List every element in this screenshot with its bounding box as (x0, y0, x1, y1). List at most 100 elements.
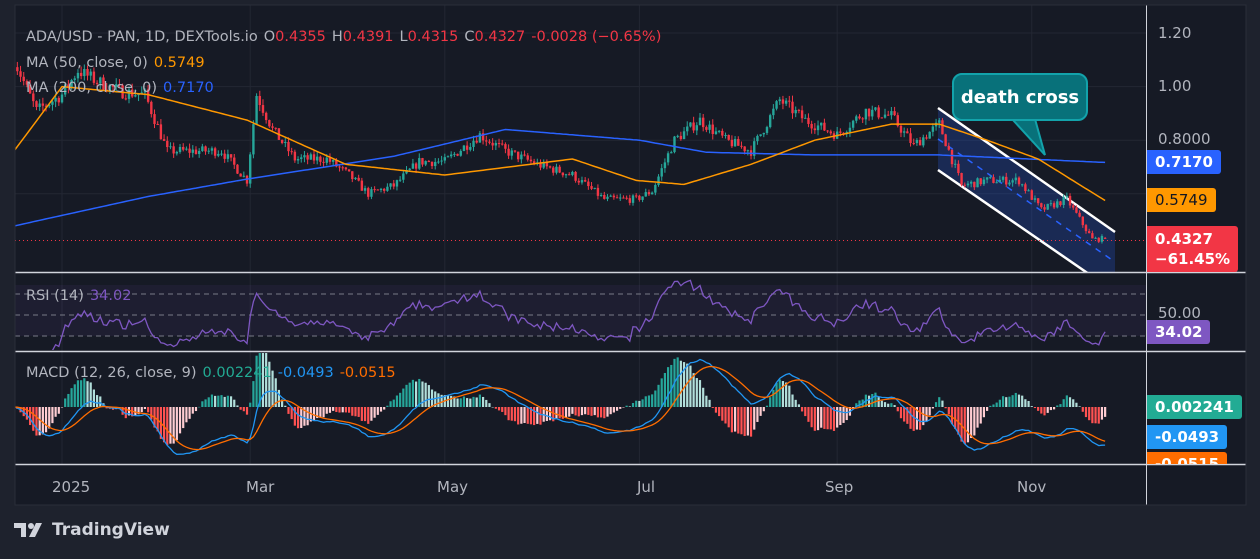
candle-body (839, 131, 842, 133)
macd-legend[interactable]: MACD (12, 26, close, 9) 0.002241 -0.0493 -0… (26, 365, 402, 381)
macd-histogram-bar (619, 407, 622, 409)
macd-histogram-bar (475, 397, 478, 407)
candle-body (86, 69, 89, 76)
macd-histogram-bar (51, 407, 54, 424)
candle-body (213, 148, 217, 156)
candle-body (507, 148, 510, 156)
macd-histogram-bar (804, 407, 807, 417)
macd-histogram-bar (383, 407, 386, 410)
macd-histogram-bar (1068, 397, 1072, 407)
time-tick: 2025 (52, 478, 91, 496)
candle-body (561, 172, 565, 176)
candle-body (153, 114, 156, 125)
open-label: O (263, 29, 276, 45)
candle-body (848, 127, 852, 132)
candle-body (753, 141, 756, 156)
macd-histogram-bar (759, 407, 762, 416)
candle-body (1040, 203, 1043, 208)
macd-histogram-bar (249, 402, 252, 407)
macd-histogram-bar (287, 407, 290, 414)
candle-body (1056, 201, 1059, 208)
macd-line-value: -0.0493 (277, 365, 334, 381)
candle-body (989, 177, 992, 179)
macd-histogram-bar (1056, 405, 1059, 407)
candle-body (67, 84, 70, 88)
candle-body (456, 153, 459, 156)
macd-histogram-bar (507, 407, 510, 421)
candle-body (960, 173, 963, 185)
macd-histogram-bar (469, 398, 472, 407)
ma200-legend[interactable]: MA (200, close, 0) 0.7170 (26, 80, 220, 96)
macd-histogram-bar (440, 394, 443, 407)
last-price-badge: 0.4327 −61.45% (1147, 226, 1239, 272)
candle-body (264, 112, 268, 121)
macd-histogram-bar (813, 407, 816, 431)
candle-body (1062, 197, 1065, 206)
symbol-title[interactable]: ADA/USD - PAN, 1D, DEXTools.io (26, 29, 258, 45)
candle-body (182, 146, 185, 150)
macd-histogram-bar (667, 367, 670, 407)
candle-body (545, 162, 549, 167)
candle-body (957, 163, 960, 174)
candle-body (172, 146, 175, 154)
macd-histogram-bar (979, 407, 982, 424)
macd-histogram-bar (450, 395, 453, 407)
macd-histogram-bar (67, 393, 70, 407)
macd-histogram-bar (373, 407, 376, 418)
macd-histogram-bar (938, 397, 941, 407)
macd-histogram-bar (928, 407, 931, 416)
candle-body (944, 134, 947, 147)
macd-histogram-bar (810, 407, 813, 428)
macd-histogram-bar (32, 407, 35, 431)
macd-histogram-bar (797, 404, 800, 407)
candle-body (660, 168, 663, 177)
tradingview-logo[interactable]: TradingView (14, 520, 170, 540)
candle-body (909, 133, 912, 144)
macd-histogram-bar (995, 402, 998, 407)
macd-histogram-bar (303, 407, 306, 426)
candle-body (768, 115, 772, 128)
macd-histogram-bar (462, 396, 466, 407)
candle-body (510, 150, 513, 156)
candle-body (523, 154, 526, 156)
rsi-legend[interactable]: RSI (14) 34.02 (26, 288, 137, 304)
candle-body (395, 180, 399, 187)
ma200-price-badge: 0.7170 (1147, 150, 1221, 174)
ma50-legend[interactable]: MA (50, close, 0) 0.5749 (26, 55, 211, 71)
candle-body (976, 178, 979, 188)
candle-body (762, 132, 765, 135)
macd-histogram-bar (351, 407, 354, 416)
macd-histogram-bar (395, 395, 399, 407)
macd-histogram-bar (178, 407, 182, 434)
macd-histogram-bar (150, 407, 153, 420)
candle-body (788, 100, 791, 102)
macd-histogram-bar (316, 407, 319, 419)
high-value: 0.4391 (342, 29, 394, 45)
candle-body (548, 166, 552, 168)
candle-body (995, 182, 998, 184)
macd-histogram-bar (899, 407, 903, 419)
candle-body (583, 180, 587, 182)
macd-histogram-bar (147, 407, 150, 413)
candle-body (829, 131, 832, 134)
macd-histogram-bar (466, 398, 469, 407)
macd-histogram-bar (504, 407, 507, 416)
candle-body (954, 163, 957, 165)
candle-body (418, 158, 421, 169)
candle-body (1097, 237, 1100, 242)
candle-body (210, 148, 214, 151)
candle-body (807, 117, 810, 124)
candle-body (890, 111, 893, 116)
candle-body (379, 188, 383, 190)
macd-histogram-bar (909, 407, 912, 429)
candle-body (539, 162, 542, 168)
candle-body (740, 145, 743, 147)
candle-body (631, 195, 635, 203)
candle-body (252, 124, 255, 155)
candle-body (449, 154, 453, 157)
candle-body (772, 108, 775, 116)
death-cross-callout[interactable]: death cross (952, 73, 1088, 121)
candle-body (233, 157, 236, 165)
candle-body (1068, 195, 1072, 206)
macd-histogram-bar (194, 407, 198, 412)
